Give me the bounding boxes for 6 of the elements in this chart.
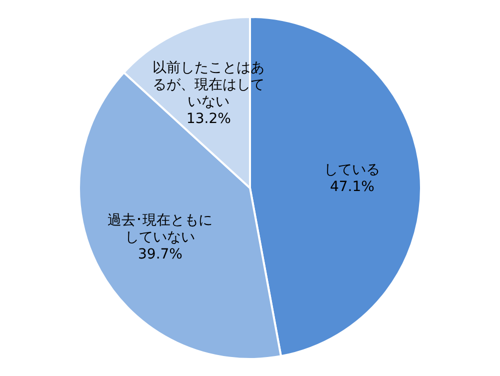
slice-label: 過去･現在ともにしていない	[108, 212, 213, 246]
slice-label: 以前したことはあるが、現在はしていない	[152, 60, 265, 110]
slice-label: している	[324, 162, 380, 178]
data-label: 47.1%	[330, 178, 374, 195]
data-label: 39.7%	[138, 246, 182, 262]
data-label: 13.2%	[186, 111, 231, 128]
